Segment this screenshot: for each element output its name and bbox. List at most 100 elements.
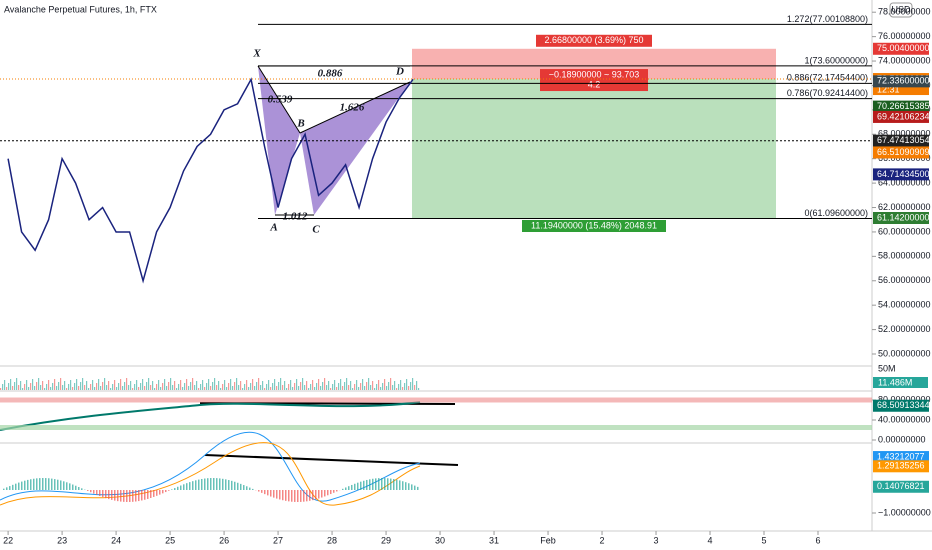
- volume-bar: [338, 383, 340, 390]
- volume-bar: [134, 384, 136, 390]
- volume-bar: [218, 381, 220, 390]
- volume-bar: [214, 378, 216, 390]
- volume-bar: [340, 379, 342, 390]
- macd-histogram: [90, 490, 92, 493]
- x-tick-label: 5: [762, 535, 767, 545]
- volume-bar: [112, 384, 114, 390]
- volume-bar: [372, 381, 374, 390]
- volume-bar: [276, 386, 278, 390]
- macd-histogram: [69, 483, 71, 490]
- macd-histogram: [168, 490, 170, 491]
- rsi-tag: [873, 399, 929, 412]
- volume-bar: [220, 388, 222, 390]
- volume-bar: [188, 386, 190, 390]
- volume-bar: [40, 385, 42, 390]
- pattern-point: A: [269, 222, 277, 234]
- macd-histogram: [321, 490, 323, 498]
- volume-bar: [328, 381, 330, 390]
- volume-bar: [68, 384, 70, 390]
- macd-tag-label: 0.14076821: [877, 481, 925, 491]
- macd-histogram: [261, 490, 263, 493]
- volume-bar: [364, 386, 366, 390]
- macd-histogram: [306, 490, 308, 502]
- volume-bar: [72, 387, 74, 390]
- macd-histogram: [372, 478, 374, 490]
- volume-bar: [368, 378, 370, 390]
- volume-bar: [100, 386, 102, 390]
- volume-bar: [302, 378, 304, 390]
- macd-histogram: [24, 480, 26, 490]
- volume-bar: [124, 382, 126, 390]
- y-tick-label: 54.00000000: [878, 300, 931, 310]
- y-tick-label: 52.00000000: [878, 324, 931, 334]
- macd-histogram: [396, 479, 398, 490]
- volume-bar: [398, 384, 400, 390]
- fib-label: 1.272(77.00108800): [787, 14, 868, 24]
- volume-bar: [200, 384, 202, 390]
- volume-bar: [76, 379, 78, 390]
- macd-histogram: [336, 490, 338, 492]
- currency: USD: [891, 4, 911, 14]
- macd-histogram: [147, 490, 149, 499]
- volume-bar: [194, 385, 196, 390]
- macd-histogram: [378, 478, 380, 490]
- volume-bar: [208, 379, 210, 390]
- volume-bar: [10, 379, 12, 390]
- volume-bar: [270, 387, 272, 390]
- volume-bar: [386, 386, 388, 390]
- volume-bar: [136, 380, 138, 390]
- volume-bar: [20, 381, 22, 390]
- volume-bar: [80, 382, 82, 390]
- volume-bar: [164, 379, 166, 390]
- volume-bar: [352, 388, 354, 390]
- volume-bar: [378, 380, 380, 390]
- macd-histogram: [204, 478, 206, 490]
- macd-histogram: [357, 482, 359, 490]
- ratio-label: 4.2: [588, 79, 601, 89]
- volume-bar: [42, 381, 44, 390]
- macd-histogram: [243, 485, 245, 490]
- volume-bar: [126, 378, 128, 390]
- volume-bar: [222, 384, 224, 390]
- macd-histogram: [156, 490, 158, 496]
- volume-bar: [334, 380, 336, 390]
- macd-histogram: [198, 479, 200, 490]
- volume-bar: [18, 385, 20, 390]
- volume-bar: [66, 388, 68, 390]
- volume-bar: [158, 380, 160, 390]
- volume-bar: [248, 387, 250, 390]
- volume-bar: [148, 378, 150, 390]
- volume-bar: [414, 385, 416, 390]
- macd-histogram: [201, 478, 203, 490]
- volume-bar: [256, 382, 258, 390]
- price-tag-label: 61.14200000: [877, 212, 930, 222]
- macd-histogram: [57, 479, 59, 490]
- volume-bar: [360, 383, 362, 390]
- volume-bar: [406, 379, 408, 390]
- stop-label-box: [522, 219, 666, 232]
- macd-histogram: [270, 490, 272, 497]
- fib-label: 0.886(72.17454400): [787, 73, 868, 83]
- y-tick-label: 62.00000000: [878, 202, 931, 212]
- volume-bar: [416, 381, 418, 390]
- price-line: [7, 77, 414, 284]
- rsi-tag-label: 68.50913344: [877, 400, 930, 410]
- volume-bar: [404, 383, 406, 390]
- volume-bar: [86, 381, 88, 390]
- y-tick-label: 78.00000000: [878, 7, 931, 17]
- pattern-ratio: 1.012: [283, 211, 308, 223]
- volume-bar: [310, 384, 312, 390]
- macd-tag: [873, 451, 929, 464]
- price-tag: [873, 134, 929, 147]
- volume-bar: [418, 388, 420, 390]
- macd-histogram: [285, 490, 287, 501]
- macd-histogram: [174, 488, 176, 490]
- y-tick-label: 56.00000000: [878, 275, 931, 285]
- macd-histogram: [108, 490, 110, 500]
- macd-histogram: [162, 490, 164, 494]
- macd-histogram: [12, 484, 14, 490]
- macd-histogram: [159, 490, 161, 495]
- volume-bar: [128, 385, 130, 390]
- volume-bar: [322, 382, 324, 390]
- volume-bar: [240, 381, 242, 390]
